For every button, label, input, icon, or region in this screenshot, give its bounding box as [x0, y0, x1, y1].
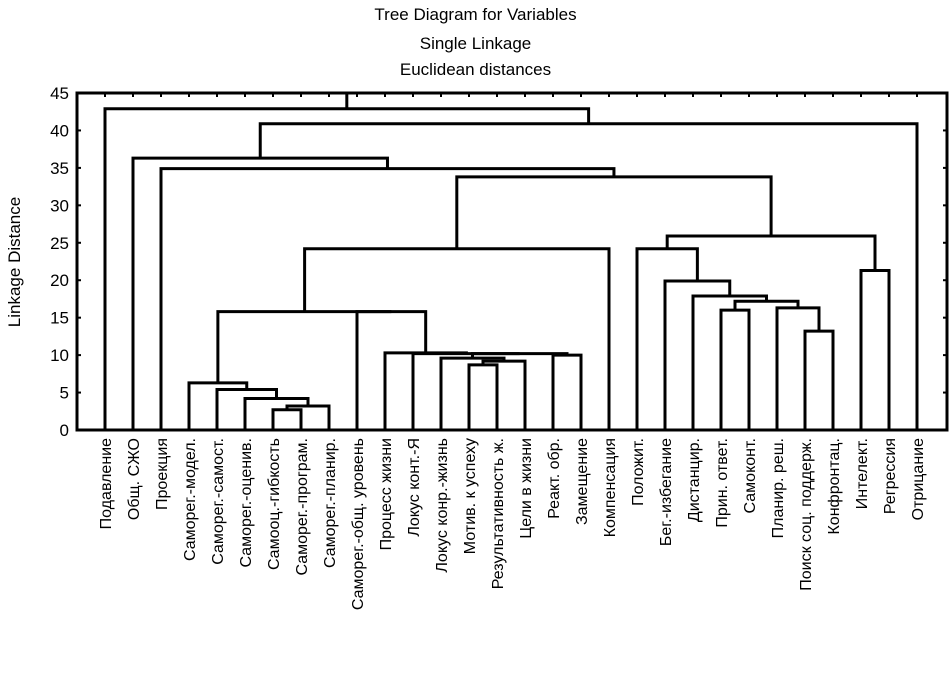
dendrogram-link: [383, 351, 468, 430]
y-tick-label: 25: [50, 234, 69, 253]
y-tick-label: 0: [60, 421, 69, 440]
dendrogram-link: [691, 294, 768, 430]
dendrogram-link: [216, 310, 392, 383]
leaf-label: Саморег.-самост.: [210, 438, 227, 565]
leaf-label: Регрессия: [882, 438, 899, 514]
y-tick-label: 5: [60, 384, 69, 403]
y-tick-label: 40: [50, 121, 69, 140]
dendrogram-link: [859, 268, 891, 430]
dendrogram-link: [215, 388, 278, 430]
y-tick-label: 20: [50, 271, 69, 290]
leaf-label: Цели в жизни: [518, 438, 535, 539]
y-axis-label: Linkage Distance: [5, 197, 24, 327]
leaf-label: Проекция: [154, 438, 171, 510]
leaf-label: Процесс жизни: [378, 438, 395, 550]
leaf-label: Замещение: [574, 438, 591, 525]
dendrogram-link: [243, 397, 310, 430]
leaf-label: Поиск соц. поддерж.: [798, 438, 815, 591]
leaf-label: Положит.: [630, 438, 647, 506]
leaf-label: Дистанцир.: [686, 438, 703, 522]
leaf-label: Локус конр.-жизнь: [434, 438, 451, 573]
y-tick-label: 45: [50, 84, 69, 103]
dendrogram-link: [635, 247, 699, 430]
dendrogram-link: [775, 306, 821, 430]
leaf-label: Локус конт.-Я: [406, 438, 423, 537]
chart-subtitle-distance: Euclidean distances: [399, 60, 552, 79]
dendrogram-link: [481, 359, 527, 430]
leaf-label: Саморег.-планир.: [322, 438, 339, 568]
dendrogram-link: [551, 353, 583, 430]
leaf-label: Конфронтац.: [826, 438, 843, 535]
leaf-label: Общ. СЖО: [126, 438, 143, 520]
leaf-label: Отрицание: [910, 438, 927, 520]
dendrogram-link: [411, 352, 520, 430]
dendrogram-link: [455, 175, 773, 249]
leaf-label: Компенсация: [602, 438, 619, 537]
leaf-label: Саморег.-оценив.: [238, 438, 255, 567]
y-tick-label: 15: [50, 309, 69, 328]
leaf-label: Саморег.-модел.: [182, 438, 199, 561]
leaf-label: Саморег.-програм.: [294, 438, 311, 576]
leaf-label: Подавление: [98, 438, 115, 529]
leaf-label: Самоконт.: [742, 438, 759, 513]
y-tick-label: 10: [50, 346, 69, 365]
leaf-label: Прин. ответ.: [714, 438, 731, 528]
y-tick-label: 35: [50, 159, 69, 178]
leaf-label: Саморег.-общ. уровень: [350, 438, 367, 610]
dendrogram-link: [719, 308, 751, 430]
chart-title: Tree Diagram for Variables: [374, 5, 577, 24]
leaf-label: Интелект.: [854, 438, 871, 509]
leaf-label: Бег.-избегание: [658, 438, 675, 546]
dendrogram-link: [803, 329, 835, 430]
dendrogram-link: [467, 363, 499, 430]
leaf-label: Мотив. к успеху: [462, 438, 479, 554]
leaf-label: Самооц.-гибкость: [266, 438, 283, 570]
leaf-label: Планир. реш.: [770, 438, 787, 538]
chart-subtitle-linkage: Single Linkage: [419, 34, 532, 53]
dendrogram-link: [439, 356, 506, 430]
y-tick-label: 30: [50, 196, 69, 215]
dendrogram-link: [355, 310, 428, 430]
leaf-label: Результативность ж.: [490, 438, 507, 589]
plot-frame: [75, 91, 949, 432]
leaf-label: Реакт. обр.: [546, 438, 563, 519]
dendrogram-link: [271, 408, 303, 430]
dendrogram-link: [303, 247, 611, 430]
